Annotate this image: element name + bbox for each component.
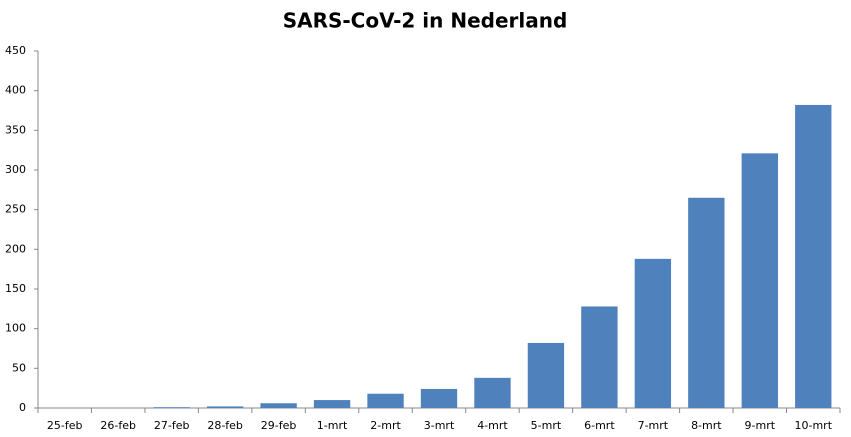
bar — [153, 407, 190, 408]
x-tick-label: 5-mrt — [531, 419, 562, 432]
y-tick-label: 50 — [12, 361, 26, 374]
x-tick-label: 2-mrt — [370, 419, 401, 432]
bar — [634, 258, 672, 408]
y-tick-label: 100 — [5, 322, 26, 335]
y-tick-label: 250 — [5, 203, 26, 216]
x-tick-label: 8-mrt — [691, 419, 722, 432]
y-tick-label: 450 — [5, 44, 26, 57]
y-tick-label: 150 — [5, 282, 26, 295]
y-tick-label: 0 — [19, 401, 26, 414]
x-tick-label: 25-feb — [47, 419, 83, 432]
bar — [688, 197, 725, 408]
y-tick-label: 350 — [5, 123, 26, 136]
x-tick-label: 29-feb — [261, 419, 297, 432]
x-tick-label: 9-mrt — [745, 419, 776, 432]
bar — [581, 306, 618, 408]
x-tick-label: 7-mrt — [638, 419, 669, 432]
x-tick-label: 27-feb — [154, 419, 190, 432]
x-tick-label: 10-mrt — [795, 419, 833, 432]
bar — [795, 104, 832, 409]
bar — [527, 342, 565, 408]
chart-title: SARS-CoV-2 in Nederland — [283, 9, 568, 33]
bar — [474, 377, 511, 408]
x-tick-label: 6-mrt — [584, 419, 615, 432]
bar — [367, 393, 404, 408]
x-tick-label: 3-mrt — [424, 419, 455, 432]
x-tick-label: 1-mrt — [317, 419, 348, 432]
bar — [420, 388, 458, 408]
bar — [260, 403, 297, 408]
y-tick-label: 400 — [5, 84, 26, 97]
y-tick-label: 300 — [5, 163, 26, 176]
y-tick-label: 200 — [5, 242, 26, 255]
x-tick-label: 26-feb — [100, 419, 136, 432]
x-tick-label: 28-feb — [207, 419, 243, 432]
bar — [313, 400, 351, 408]
x-tick-label: 4-mrt — [477, 419, 508, 432]
bar — [206, 406, 244, 408]
bar — [741, 153, 778, 408]
